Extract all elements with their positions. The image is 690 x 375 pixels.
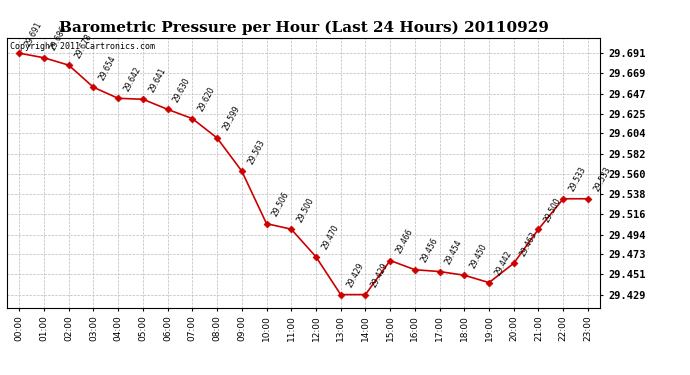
Text: 29.599: 29.599 [221, 105, 242, 132]
Text: 29.686: 29.686 [48, 25, 68, 52]
Text: 29.463: 29.463 [518, 230, 538, 258]
Text: 29.450: 29.450 [469, 242, 489, 270]
Text: 29.454: 29.454 [444, 238, 464, 266]
Text: 29.654: 29.654 [97, 54, 118, 82]
Text: 29.500: 29.500 [542, 196, 563, 223]
Text: Copyright 2011 Cartronics.com: Copyright 2011 Cartronics.com [10, 42, 155, 51]
Text: 29.470: 29.470 [320, 224, 341, 251]
Text: 29.500: 29.500 [295, 196, 316, 223]
Text: 29.678: 29.678 [73, 32, 93, 60]
Text: 29.442: 29.442 [493, 249, 513, 277]
Title: Barometric Pressure per Hour (Last 24 Hours) 20110929: Barometric Pressure per Hour (Last 24 Ho… [59, 21, 549, 35]
Text: 29.691: 29.691 [23, 20, 44, 48]
Text: 29.630: 29.630 [172, 76, 193, 104]
Text: 29.533: 29.533 [592, 165, 613, 193]
Text: 29.641: 29.641 [147, 66, 168, 94]
Text: 29.429: 29.429 [370, 261, 390, 289]
Text: 29.642: 29.642 [122, 65, 143, 93]
Text: 29.466: 29.466 [394, 227, 415, 255]
Text: 29.563: 29.563 [246, 138, 266, 165]
Text: 29.620: 29.620 [197, 86, 217, 113]
Text: 29.429: 29.429 [345, 261, 365, 289]
Text: 29.456: 29.456 [419, 236, 440, 264]
Text: 29.533: 29.533 [567, 165, 588, 193]
Text: 29.506: 29.506 [270, 190, 291, 218]
